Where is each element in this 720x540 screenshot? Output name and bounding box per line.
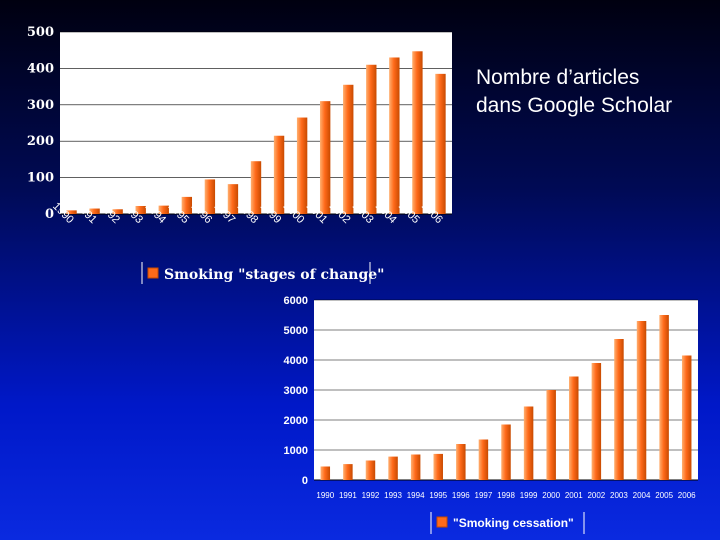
chart-1-bar-2000 bbox=[296, 117, 308, 214]
chart-1-legend-label: Smoking "stages of change" bbox=[164, 267, 384, 283]
chart-1-bar-1998 bbox=[250, 161, 262, 214]
caption-line-2: dans Google Scholar bbox=[476, 94, 673, 117]
chart-1-y-tick-label: 100 bbox=[27, 171, 54, 186]
chart-1-y-tick-label: 300 bbox=[27, 98, 54, 113]
chart-1-bar-2005 bbox=[412, 51, 423, 215]
chart-1-legend-swatch bbox=[147, 267, 159, 279]
chart-1-bar-1992 bbox=[112, 209, 123, 214]
chart-1-y-tick-label: 200 bbox=[27, 134, 54, 149]
chart-1-bar-1996 bbox=[204, 179, 216, 214]
chart-1-bar-1995 bbox=[181, 196, 193, 214]
chart-1-bar-1993 bbox=[135, 205, 146, 214]
chart-1-bar-1994 bbox=[158, 205, 169, 214]
chart-1-y-tick-label: 0 bbox=[45, 207, 54, 222]
chart-1-bar-2003 bbox=[366, 64, 377, 214]
chart-1-bar-2001 bbox=[319, 101, 331, 214]
chart-1-y-tick-label: 500 bbox=[27, 25, 54, 40]
chart-1-bar-2006 bbox=[435, 73, 446, 214]
caption-line-1: Nombre d’articles bbox=[476, 66, 640, 89]
chart-1-bar-1990 bbox=[66, 210, 77, 214]
caption: Nombre d’articles dans Google Scholar bbox=[476, 64, 716, 120]
chart-1-y-tick-label: 400 bbox=[27, 61, 54, 76]
chart-1-bar-2002 bbox=[343, 84, 354, 214]
chart-1-bar-1999 bbox=[273, 135, 285, 214]
chart-1-bar-1997 bbox=[227, 184, 239, 214]
chart-1-bar-1991 bbox=[89, 208, 100, 214]
chart-1-legend: Smoking "stages of change" bbox=[141, 262, 384, 284]
chart-1-bar-2004 bbox=[389, 57, 400, 215]
